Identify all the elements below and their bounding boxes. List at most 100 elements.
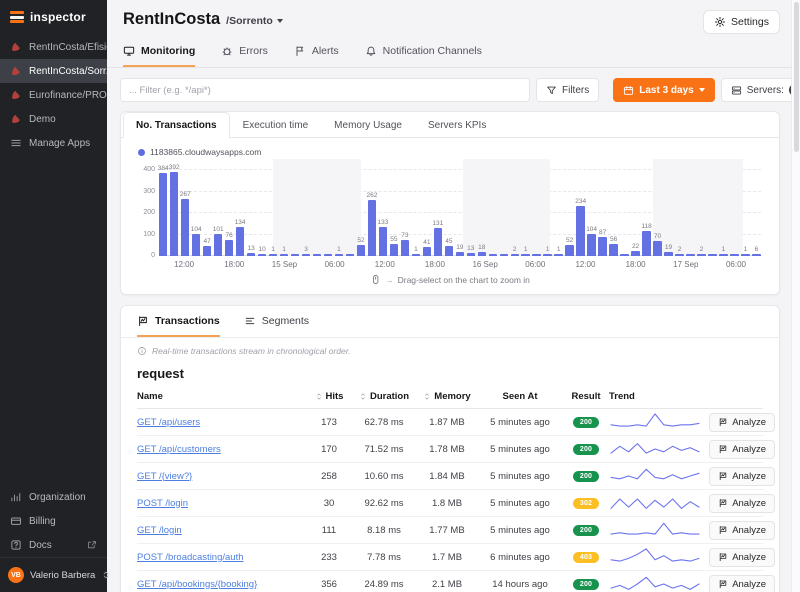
bar[interactable]: 56 <box>609 236 618 256</box>
bar[interactable] <box>730 254 739 256</box>
bar[interactable] <box>312 254 322 256</box>
bar[interactable]: 47 <box>202 238 212 256</box>
bar[interactable] <box>686 254 695 256</box>
bar[interactable] <box>290 254 300 256</box>
sidebar-item-rentincosta-sorr-[interactable]: RentInCosta/Sorr... <box>0 59 107 83</box>
scrollbar[interactable] <box>791 0 800 592</box>
transaction-link[interactable]: GET /api/bookings/{booking} <box>137 578 258 590</box>
bar[interactable]: 392 <box>169 164 180 256</box>
bar[interactable] <box>488 254 498 256</box>
bar[interactable]: 1 <box>268 246 278 256</box>
analyze-button[interactable]: Analyze <box>709 520 775 540</box>
analyze-button[interactable]: Analyze <box>709 493 775 513</box>
bar[interactable] <box>323 254 333 256</box>
transaction-link[interactable]: GET /api/customers <box>137 443 221 455</box>
app-logo[interactable]: inspector <box>0 0 107 33</box>
chart-legend[interactable]: 1183865.cloudwaysapps.com <box>138 147 779 157</box>
analyze-button[interactable]: Analyze <box>709 466 775 486</box>
servers-button[interactable]: Servers: All <box>720 78 800 102</box>
bar[interactable]: 13 <box>466 245 476 256</box>
bar[interactable]: 267 <box>180 191 191 256</box>
bar[interactable] <box>620 254 629 256</box>
sidebar-item-rentincosta-efisio[interactable]: RentInCosta/Efisio <box>0 35 107 59</box>
bar[interactable]: 10 <box>257 246 267 256</box>
bar[interactable]: 41 <box>422 239 432 256</box>
bar[interactable]: 2 <box>510 246 519 256</box>
tab-alerts[interactable]: Alerts <box>294 45 339 67</box>
analyze-button[interactable]: Analyze <box>709 412 775 432</box>
bar[interactable]: 70 <box>653 233 662 256</box>
sidebar-item-manage-apps[interactable]: Manage Apps <box>0 131 107 155</box>
bar[interactable]: 1 <box>411 246 421 256</box>
column-header-duration[interactable]: Duration <box>351 391 417 402</box>
bar[interactable]: 6 <box>752 246 761 256</box>
chart-tab-execution-time[interactable]: Execution time <box>242 120 309 131</box>
bar[interactable]: 13 <box>246 245 256 256</box>
settings-button[interactable]: Settings <box>703 10 780 34</box>
bar[interactable]: 262 <box>367 192 377 256</box>
analyze-button[interactable]: Analyze <box>709 574 775 592</box>
transaction-link[interactable]: POST /broadcasting/auth <box>137 551 244 563</box>
chart-tab-memory-usage[interactable]: Memory Usage <box>334 120 402 131</box>
analyze-button[interactable]: Analyze <box>709 547 775 567</box>
bar[interactable]: 1 <box>521 246 530 256</box>
bar[interactable] <box>499 254 508 256</box>
tab-transactions[interactable]: Transactions <box>137 315 220 337</box>
tab-notification-channels[interactable]: Notification Channels <box>365 45 482 67</box>
time-range-button[interactable]: Last 3 days <box>613 78 715 102</box>
bar-chart[interactable]: 384 392 267 104 47 101 76 134 13 10 1 1 3 1 52 262 133 55… <box>135 157 763 259</box>
bar[interactable] <box>345 254 355 256</box>
bar[interactable]: 52 <box>356 237 366 256</box>
tab-errors[interactable]: Errors <box>221 45 268 67</box>
bar[interactable]: 19 <box>664 244 673 256</box>
transaction-link[interactable]: GET /login <box>137 524 182 536</box>
bar[interactable]: 101 <box>213 226 224 256</box>
bar[interactable] <box>708 254 717 256</box>
bar[interactable]: 73 <box>400 232 410 256</box>
bar[interactable]: 1 <box>741 246 750 256</box>
sidebar-item-billing[interactable]: Billing <box>0 509 107 533</box>
column-header-hits[interactable]: Hits <box>307 391 351 402</box>
app-selector[interactable]: /Sorrento <box>226 15 283 27</box>
analyze-button[interactable]: Analyze <box>709 439 775 459</box>
sidebar-item-organization[interactable]: Organization <box>0 485 107 509</box>
bar[interactable]: 76 <box>224 232 234 256</box>
bar[interactable]: 87 <box>598 229 607 256</box>
bar[interactable]: 133 <box>377 219 388 256</box>
bar[interactable]: 2 <box>697 246 706 256</box>
bar[interactable]: 45 <box>444 238 454 256</box>
filter-input[interactable] <box>120 78 530 102</box>
bar[interactable]: 1 <box>543 246 552 256</box>
chart-tab-no-transactions[interactable]: No. Transactions <box>123 112 230 138</box>
bar[interactable]: 2 <box>675 246 684 256</box>
bar[interactable] <box>532 254 541 256</box>
bar[interactable]: 52 <box>565 237 574 256</box>
bar[interactable]: 234 <box>575 198 586 256</box>
bar[interactable]: 55 <box>389 236 399 256</box>
sidebar-item-demo[interactable]: Demo <box>0 107 107 131</box>
bar[interactable]: 104 <box>586 226 597 256</box>
bar[interactable]: 384 <box>158 165 169 256</box>
chart-tab-servers-kpis[interactable]: Servers KPIs <box>427 120 487 131</box>
bar[interactable]: 1 <box>279 246 289 256</box>
column-header-memory[interactable]: Memory <box>417 391 477 402</box>
bar[interactable]: 118 <box>641 223 652 256</box>
bar[interactable]: 131 <box>432 220 443 256</box>
filters-button[interactable]: Filters <box>536 78 600 102</box>
bar[interactable]: 1 <box>554 246 563 256</box>
bar[interactable]: 19 <box>455 244 465 256</box>
bar[interactable]: 22 <box>631 243 640 256</box>
tab-segments[interactable]: Segments <box>244 315 309 337</box>
bar[interactable]: 3 <box>301 246 311 256</box>
transaction-link[interactable]: POST /login <box>137 497 189 509</box>
bar[interactable]: 134 <box>235 219 246 256</box>
sidebar-item-eurofinance-prod[interactable]: Eurofinance/PROD <box>0 83 107 107</box>
tab-monitoring[interactable]: Monitoring <box>123 45 196 67</box>
bar[interactable]: 18 <box>477 244 487 256</box>
bar[interactable]: 1 <box>334 246 344 256</box>
transaction-link[interactable]: GET /{view?} <box>137 470 193 482</box>
scrollbar-thumb[interactable] <box>793 2 799 152</box>
sidebar-item-docs[interactable]: Docs <box>0 533 107 557</box>
bar[interactable]: 1 <box>719 246 728 256</box>
bar[interactable]: 104 <box>191 226 202 256</box>
